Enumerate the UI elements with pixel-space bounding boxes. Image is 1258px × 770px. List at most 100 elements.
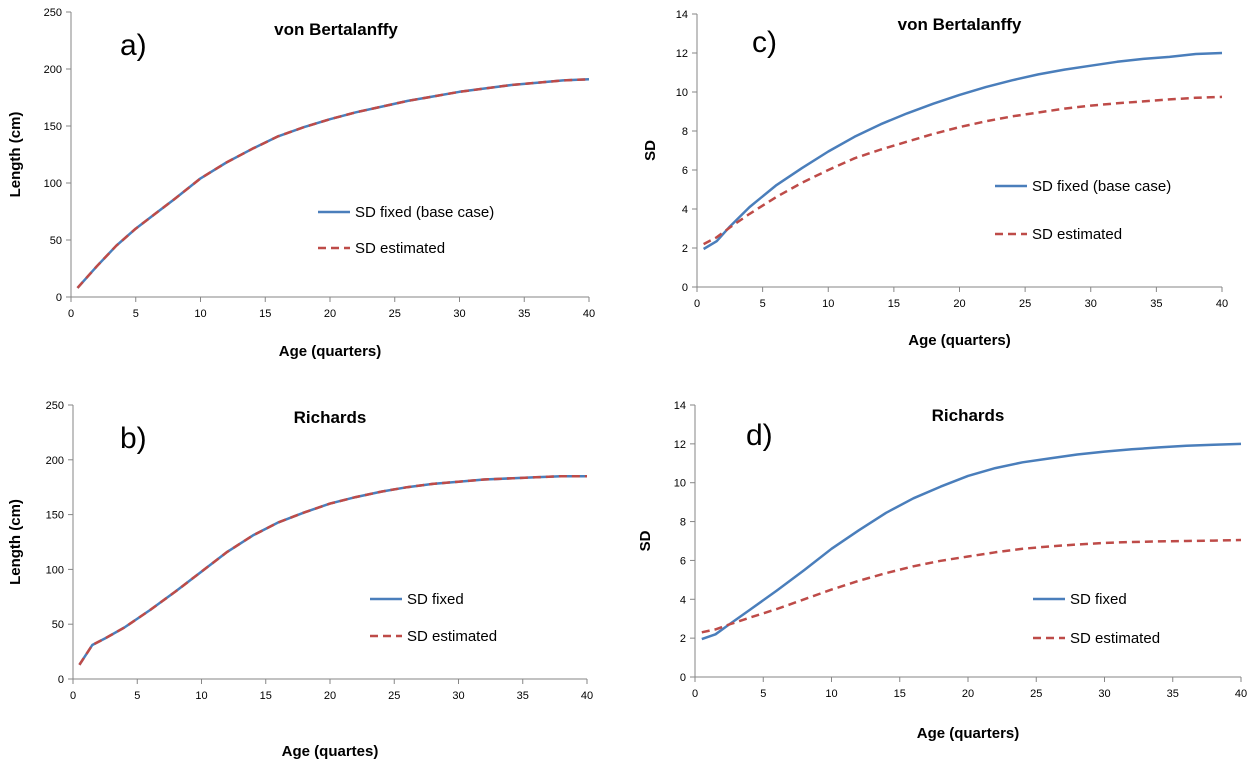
y-tick-label: 200 xyxy=(46,455,64,467)
series-line-sd-estimated xyxy=(78,474,587,666)
panel-label: d) xyxy=(746,419,773,452)
y-tick-label: 12 xyxy=(676,48,688,60)
y-tick-label: 50 xyxy=(50,235,62,247)
y-axis-title: Length (cm) xyxy=(7,112,24,198)
y-tick-label: 150 xyxy=(44,121,62,133)
legend-label-sd-estimated: SD estimated xyxy=(355,240,445,257)
chart-4: 0 2 4 6 8 10 12 14 0 5 10 15 20 25 30 35 40 Age (quarters… xyxy=(637,400,1247,742)
x-tick-label: 30 xyxy=(1085,298,1097,310)
x-tick-label: 35 xyxy=(518,308,530,320)
series-line-sd-fixed xyxy=(78,474,587,666)
series-line-sd-estimated xyxy=(701,538,1242,634)
legend-label-sd-estimated: SD estimated xyxy=(1070,630,1160,647)
y-tick-label: 12 xyxy=(674,439,686,451)
chart-title: von Bertalanffy xyxy=(898,15,1022,34)
y-tick-label: 0 xyxy=(682,282,688,294)
series-line-sd-fixed xyxy=(702,51,1223,251)
panel-label: b) xyxy=(120,422,147,455)
x-tick-label: 15 xyxy=(260,690,272,702)
y-tick-label: 14 xyxy=(676,9,688,21)
x-tick-label: 15 xyxy=(894,688,906,700)
series-line-sd-estimated xyxy=(703,95,1223,246)
x-tick-label: 15 xyxy=(888,298,900,310)
y-axis-title: Length (cm) xyxy=(7,499,24,585)
x-tick-label: 30 xyxy=(452,690,464,702)
x-tick-label: 25 xyxy=(1030,688,1042,700)
x-tick-label: 40 xyxy=(583,308,595,320)
y-tick-label: 4 xyxy=(682,204,688,216)
legend-label-sd-fixed: SD fixed (base case) xyxy=(355,204,494,221)
y-tick-label: 0 xyxy=(58,674,64,686)
x-tick-label: 40 xyxy=(1235,688,1247,700)
y-tick-label: 14 xyxy=(674,400,686,412)
y-tick-label: 100 xyxy=(44,178,62,190)
x-tick-label: 35 xyxy=(1167,688,1179,700)
y-tick-label: 4 xyxy=(680,594,686,606)
series-line-sd-fixed xyxy=(76,78,590,289)
legend-label-sd-estimated: SD estimated xyxy=(1032,226,1122,243)
legend-label-sd-fixed: SD fixed xyxy=(407,591,464,608)
x-axis-title: Age (quarters) xyxy=(908,332,1011,349)
y-tick-label: 8 xyxy=(682,126,688,138)
y-tick-label: 8 xyxy=(680,517,686,529)
y-tick-label: 10 xyxy=(676,87,688,99)
chart-title: von Bertalanffy xyxy=(274,20,398,39)
x-tick-label: 10 xyxy=(822,298,834,310)
series-line-sd-estimated xyxy=(76,78,590,289)
x-tick-label: 0 xyxy=(70,690,76,702)
chart-2: 0 50 100 150 200 250 0 5 10 15 20 25 30 35 40 Age (quar… xyxy=(7,400,593,760)
y-tick-label: 6 xyxy=(680,555,686,567)
x-tick-label: 10 xyxy=(195,690,207,702)
y-tick-label: 50 xyxy=(52,619,64,631)
panel-label: a) xyxy=(120,29,147,62)
y-tick-label: 0 xyxy=(680,672,686,684)
x-tick-label: 15 xyxy=(259,308,271,320)
y-tick-label: 250 xyxy=(44,7,62,19)
x-tick-label: 30 xyxy=(453,308,465,320)
x-tick-label: 35 xyxy=(1150,298,1162,310)
y-tick-label: 100 xyxy=(46,564,64,576)
x-tick-label: 25 xyxy=(1019,298,1031,310)
legend-label-sd-fixed: SD fixed xyxy=(1070,591,1127,608)
x-tick-label: 25 xyxy=(389,308,401,320)
x-axis-title: Age (quarters) xyxy=(917,725,1020,742)
x-axis-title: Age (quartes) xyxy=(282,743,379,760)
x-tick-label: 20 xyxy=(953,298,965,310)
series-line-sd-fixed xyxy=(701,442,1242,641)
x-tick-label: 20 xyxy=(962,688,974,700)
legend-label-sd-fixed: SD fixed (base case) xyxy=(1032,178,1171,195)
x-tick-label: 25 xyxy=(388,690,400,702)
y-axis-title: SD xyxy=(642,140,659,161)
chart-1: 0 50 100 150 200 250 0 5 10 15 20 25 30 35 40 Age (quar… xyxy=(7,7,595,360)
y-tick-label: 10 xyxy=(674,478,686,490)
y-axis-title: SD xyxy=(637,530,654,551)
x-tick-label: 20 xyxy=(324,308,336,320)
x-tick-label: 5 xyxy=(134,690,140,702)
chart-3: 0 2 4 6 8 10 12 14 0 5 10 15 20 25 30 35 40 Age (quarters… xyxy=(642,9,1228,349)
x-tick-label: 0 xyxy=(692,688,698,700)
x-tick-label: 10 xyxy=(194,308,206,320)
x-tick-label: 5 xyxy=(133,308,139,320)
x-tick-label: 10 xyxy=(825,688,837,700)
legend-label-sd-estimated: SD estimated xyxy=(407,628,497,645)
x-tick-label: 40 xyxy=(581,690,593,702)
y-tick-label: 2 xyxy=(680,633,686,645)
panel-label: c) xyxy=(752,26,777,59)
x-tick-label: 30 xyxy=(1098,688,1110,700)
x-tick-label: 5 xyxy=(760,298,766,310)
x-axis-title: Age (quarters) xyxy=(279,343,382,360)
y-tick-label: 2 xyxy=(682,243,688,255)
x-tick-label: 5 xyxy=(760,688,766,700)
y-tick-label: 150 xyxy=(46,510,64,522)
y-tick-label: 250 xyxy=(46,400,64,412)
y-tick-label: 0 xyxy=(56,292,62,304)
chart-title: Richards xyxy=(294,408,367,427)
x-tick-label: 35 xyxy=(517,690,529,702)
x-tick-label: 0 xyxy=(694,298,700,310)
y-tick-label: 6 xyxy=(682,165,688,177)
x-tick-label: 20 xyxy=(324,690,336,702)
y-tick-label: 200 xyxy=(44,64,62,76)
x-tick-label: 0 xyxy=(68,308,74,320)
x-tick-label: 40 xyxy=(1216,298,1228,310)
